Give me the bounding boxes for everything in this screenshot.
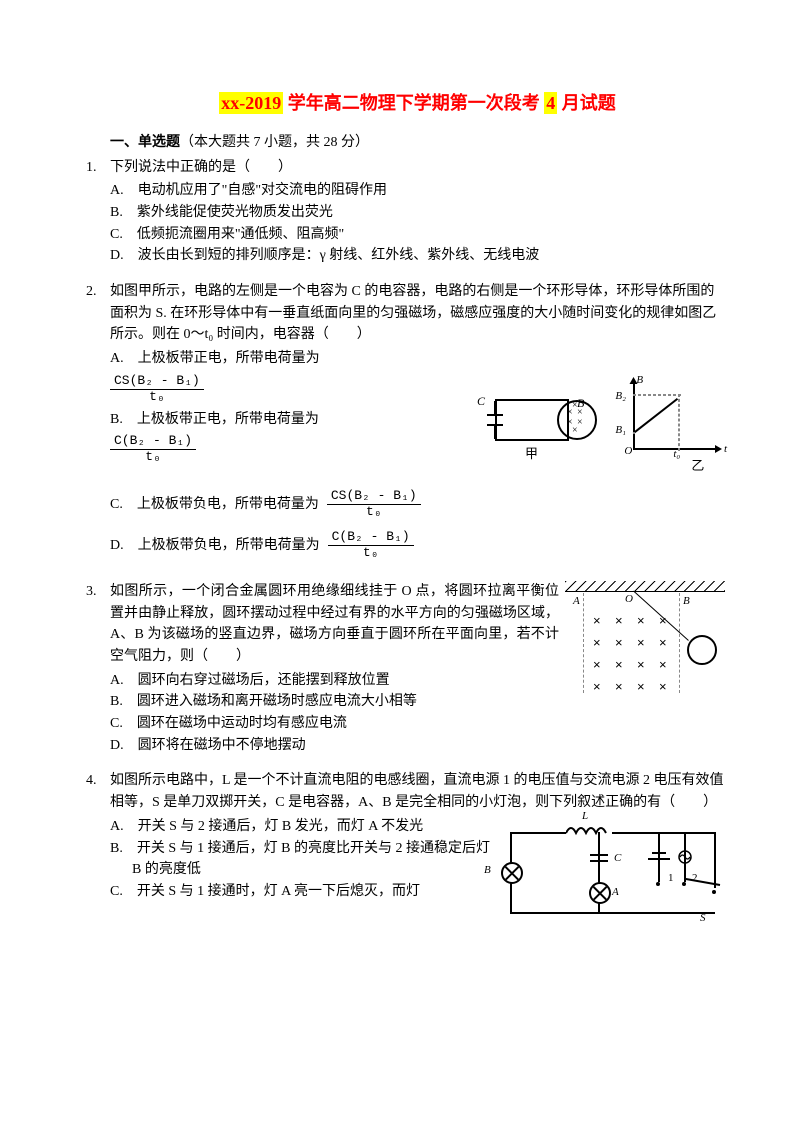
question-3: 3. A O B ×××× ×××× ×××× ×××× 如图所示，一个闭合金属… (110, 581, 725, 757)
q3-opt-c: C. 圆环在磁场中运动时均有感应电流 (110, 713, 725, 735)
q2-frac-d: C(B₂ - B₁) t₀ (328, 530, 414, 561)
q1-opt-c: C. 低频扼流圈用来"通低频、阻高频" (110, 224, 725, 246)
q3-figure: A O B ×××× ×××× ×××× ×××× (565, 581, 725, 696)
q4-label-cap-c: C (614, 850, 621, 867)
bulb-a-icon (589, 882, 611, 904)
q2-figures: C B × × × × × × 甲 (475, 374, 725, 466)
page-title: xx-2019 学年高二物理下学期第一次段考 4 月试题 (110, 90, 725, 118)
q2-number: 2. (86, 281, 97, 303)
q4-label-bulb-b: B (484, 862, 491, 879)
title-tail: 月试题 (557, 93, 616, 113)
q2-tick-t0: t₀ (673, 446, 680, 463)
section-1-plain: （本大题共 7 小题，共 28 分） (180, 135, 369, 150)
inductor-icon (566, 822, 612, 844)
q2-stem: 如图甲所示，电路的左侧是一个电容为 C 的电容器，电路的右侧是一个环形导体，环形… (110, 281, 725, 346)
q4-label-1: 1 (668, 870, 674, 887)
q3-number: 3. (86, 581, 97, 603)
q2-graph: B t O B₁ B₂ t₀ 乙 (621, 374, 725, 466)
q3-diagram: A O B ×××× ×××× ×××× ×××× (565, 581, 725, 696)
q4-number: 4. (86, 770, 97, 792)
q4-figure: L B A C 1 (500, 812, 725, 942)
q4-label-s: S (700, 910, 706, 927)
q2-label-c: C (477, 392, 485, 411)
q3-label-a: A (573, 593, 580, 610)
q2-frac-c: CS(B₂ - B₁) t₀ (327, 489, 421, 520)
q2-opt-c: C. 上极板带负电，所带电荷量为 CS(B₂ - B₁) t₀ (110, 485, 725, 524)
q2-opt-a-pre: A. 上极板带正电，所带电荷量为 (110, 348, 725, 370)
q4-label-l: L (582, 808, 588, 825)
q2-circuit-diagram: C B × × × × × × 甲 (475, 388, 603, 466)
section-1-bold: 一、单选题 (110, 135, 180, 150)
question-4: 4. 如图所示电路中，L 是一个不计直流电阻的电感线圈，直流电源 1 的电压值与… (110, 770, 725, 941)
q2-tick-b1: B₁ (615, 422, 626, 439)
q1-options: A. 电动机应用了"自感"对交流电的阻碍作用 B. 紫外线能促使荧光物质发出荧光… (110, 180, 725, 267)
section-1-header: 一、单选题（本大题共 7 小题，共 28 分） (110, 132, 725, 154)
q1-stem: 下列说法中正确的是（ ） (110, 157, 725, 179)
q2-fig-label-yi: 乙 (691, 456, 704, 476)
title-middle: 学年高二物理下学期第一次段考 (283, 93, 544, 113)
q3-opt-d: D. 圆环将在磁场中不停地摆动 (110, 735, 725, 757)
bulb-b-icon (501, 862, 523, 884)
q2-frac-b: C(B₂ - B₁) t₀ (110, 434, 196, 465)
q2-axis-o: O (624, 443, 632, 460)
q2-frac-a: CS(B₂ - B₁) t₀ (110, 374, 204, 405)
q2-axis-t: t (724, 441, 727, 458)
q4-stem: 如图所示电路中，L 是一个不计直流电阻的电感线圈，直流电源 1 的电压值与交流电… (110, 770, 725, 813)
q3-label-b: B (683, 593, 690, 610)
q2-tick-b2: B₂ (615, 388, 626, 405)
question-1: 1. 下列说法中正确的是（ ） A. 电动机应用了"自感"对交流电的阻碍作用 B… (110, 157, 725, 267)
title-hl-prefix: xx-2019 (219, 92, 283, 114)
ac-source-icon (676, 850, 694, 864)
q2-axis-b: B (636, 372, 643, 389)
q1-opt-b: B. 紫外线能促使荧光物质发出荧光 (110, 202, 725, 224)
q3-label-o: O (625, 591, 633, 608)
q4-label-bulb-a: A (612, 884, 619, 901)
question-2: 2. 如图甲所示，电路的左侧是一个电容为 C 的电容器，电路的右侧是一个环形导体… (110, 281, 725, 567)
q1-number: 1. (86, 157, 97, 179)
q1-opt-d: D. 波长由长到短的排列顺序是：γ 射线、红外线、紫外线、无线电波 (110, 245, 725, 267)
q1-opt-a: A. 电动机应用了"自感"对交流电的阻碍作用 (110, 180, 725, 202)
title-hl-suffix: 4 (544, 92, 557, 114)
q2-opt-d: D. 上极板带负电，所带电荷量为 C(B₂ - B₁) t₀ (110, 526, 725, 565)
q2-fig-label-jia: 甲 (525, 444, 538, 464)
q4-circuit-diagram: L B A C 1 (500, 812, 725, 942)
